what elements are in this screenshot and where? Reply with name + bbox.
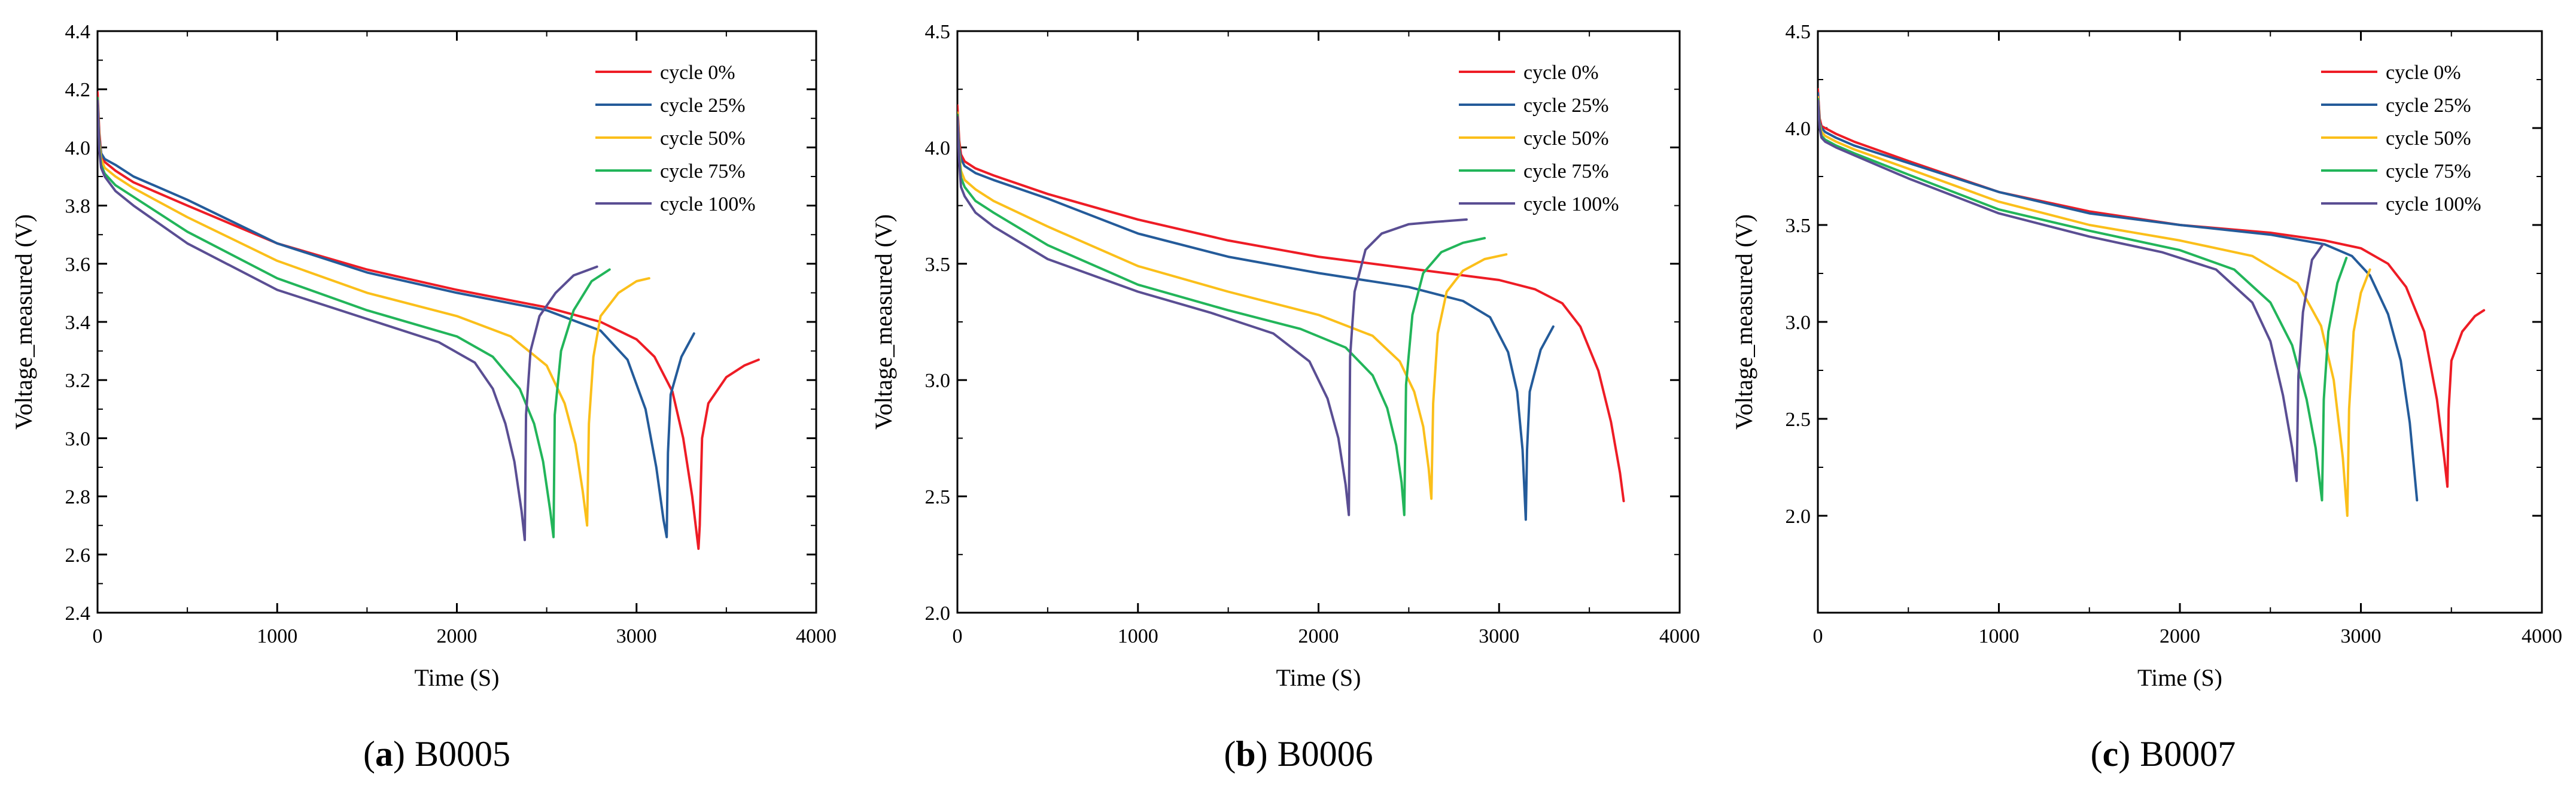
series-line-cycle-75 [957, 114, 1486, 516]
plot-frame [956, 30, 1681, 614]
y-tick-label: 2.0 [1786, 506, 1811, 528]
chart-panel-b: 0 1000 2000 3000 4000 2.0 2.5 3.0 3.5 4.0 4.5 Time … [870, 21, 1700, 774]
y-tick-label: 2.8 [65, 486, 91, 509]
legend-label: cycle 50% [2386, 127, 2471, 150]
series-line-cycle-25 [98, 96, 695, 538]
x-tick-label: 1000 [1118, 625, 1158, 647]
caption-paren-close: ) [2118, 734, 2130, 774]
y-axis-title: Voltage_measured (V) [870, 214, 897, 430]
y-axis-title: Voltage_measured (V) [1730, 214, 1757, 430]
y-tick-label: 3.5 [925, 254, 951, 276]
series-line-cycle-100 [957, 115, 1468, 516]
legend-label: cycle 100% [1523, 193, 1619, 215]
y-tick-label: 3.6 [65, 254, 91, 276]
x-tick-label: 3000 [616, 625, 657, 647]
y-tick-label: 4.0 [925, 137, 951, 159]
x-tick-label: 2000 [2160, 625, 2200, 647]
x-tick-label: 0 [1813, 625, 1823, 647]
y-tick-label: 3.0 [925, 370, 951, 392]
y-tick-label: 4.0 [65, 137, 91, 159]
series-lines [98, 91, 760, 550]
y-tick-label: 2.0 [925, 603, 951, 625]
chart-panel-a: 0 1000 2000 3000 4000 2.4 2.6 2.8 3.0 3.2 3.4 3.6 3.… [10, 21, 837, 774]
y-tick-label: 4.4 [65, 21, 91, 43]
legend-label: cycle 100% [660, 193, 756, 215]
caption-paren-open: ( [2091, 734, 2103, 774]
y-tick-label: 3.5 [1786, 215, 1811, 237]
legend-label: cycle 25% [660, 95, 746, 117]
panel-caption: (b) B0006 [1224, 734, 1373, 774]
caption-letter: b [1236, 734, 1255, 774]
x-axis-title: Time (S) [415, 664, 500, 691]
caption-paren-open: ( [363, 734, 375, 774]
legend-label: cycle 100% [2386, 193, 2481, 215]
panel-caption: (a) B0005 [363, 734, 510, 774]
x-tick-label: 4000 [2522, 625, 2562, 647]
caption-letter: c [2103, 734, 2119, 774]
caption-paren-close: ) [393, 734, 405, 774]
y-tick-label: 3.2 [65, 370, 91, 392]
series-line-cycle-25 [1818, 92, 2419, 502]
legend-label: cycle 0% [1523, 62, 1599, 84]
y-tick-label: 3.0 [1786, 312, 1811, 334]
x-tick-label: 2000 [1298, 625, 1339, 647]
x-tick-label: 2000 [437, 625, 478, 647]
legend-label: cycle 75% [1523, 160, 1609, 182]
series-line-cycle-75 [1818, 98, 2348, 502]
legend-label: cycle 75% [660, 160, 746, 182]
y-tick-label: 3.8 [65, 196, 91, 218]
series-lines [957, 104, 1625, 521]
caption-text: B0005 [415, 734, 510, 774]
caption-text: B0007 [2140, 734, 2236, 774]
y-tick-label: 2.4 [65, 603, 91, 625]
plot-frame [1817, 30, 2543, 614]
x-tick-label: 1000 [1979, 625, 2020, 647]
series-line-cycle-50 [957, 111, 1508, 500]
x-tick-label: 0 [953, 625, 963, 647]
y-tick-label: 2.5 [1786, 409, 1811, 431]
legend-label: cycle 50% [660, 127, 746, 150]
series-line-cycle-100 [1818, 99, 2324, 482]
chart-panel-c: 0 1000 2000 3000 4000 2.0 2.5 3.0 3.5 4.0 4.5 Time … [1730, 21, 2562, 774]
y-tick-label: 3.0 [65, 428, 91, 450]
series-lines [1818, 88, 2486, 517]
x-tick-label: 4000 [1659, 625, 1700, 647]
x-tick-label: 1000 [257, 625, 297, 647]
caption-letter: a [375, 734, 393, 774]
legend-label: cycle 25% [1523, 95, 1609, 117]
legend-label: cycle 25% [2386, 95, 2471, 117]
series-line-cycle-0 [98, 91, 760, 550]
x-axis-title: Time (S) [2137, 664, 2222, 691]
x-axis-title: Time (S) [1276, 664, 1361, 691]
series-line-cycle-100 [98, 99, 598, 541]
y-tick-label: 2.5 [925, 486, 951, 509]
series-line-cycle-0 [1818, 88, 2486, 488]
y-tick-label: 4.5 [1786, 21, 1811, 43]
y-axis-title: Voltage_measured (V) [10, 214, 37, 430]
x-tick-label: 4000 [796, 625, 837, 647]
legend-label: cycle 50% [1523, 127, 1609, 150]
legend-label: cycle 0% [660, 62, 735, 84]
series-line-cycle-0 [957, 104, 1625, 503]
panel-caption: (c) B0007 [2091, 734, 2236, 774]
y-tick-label: 4.5 [925, 21, 951, 43]
x-tick-label: 0 [93, 625, 103, 647]
y-tick-label: 4.2 [65, 79, 91, 101]
y-tick-label: 2.6 [65, 544, 91, 567]
series-line-cycle-25 [957, 111, 1555, 521]
y-tick-label: 3.4 [65, 312, 91, 334]
plot-frame [96, 30, 817, 614]
x-tick-label: 3000 [2341, 625, 2382, 647]
series-line-cycle-75 [98, 96, 611, 538]
caption-text: B0006 [1278, 734, 1373, 774]
y-tick-label: 4.0 [1786, 118, 1811, 140]
caption-paren-close: ) [1256, 734, 1268, 774]
series-line-cycle-50 [98, 96, 650, 527]
legend-label: cycle 75% [2386, 160, 2471, 182]
caption-paren-open: ( [1224, 734, 1236, 774]
legend-label: cycle 0% [2386, 62, 2461, 84]
series-line-cycle-50 [1818, 96, 2371, 517]
x-tick-label: 3000 [1479, 625, 1519, 647]
